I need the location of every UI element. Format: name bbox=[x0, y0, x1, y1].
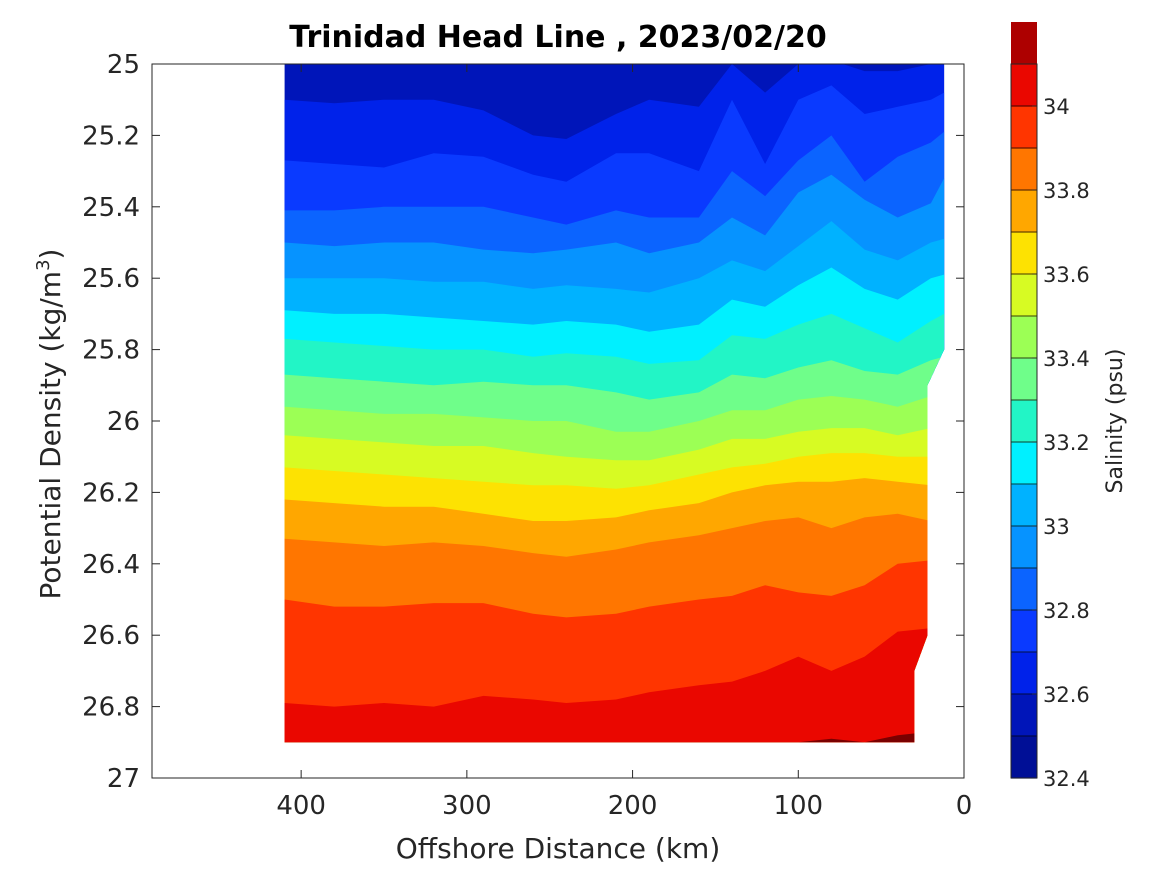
y-axis: 25 25.2 25.4 25.6 25.8 26 26.2 26.4 26.6 26.8 27 bbox=[82, 50, 964, 794]
colorbar-swatch bbox=[1011, 232, 1037, 275]
colorbar-title: Salinity (psu) bbox=[1103, 349, 1128, 494]
y-tick-label: 26.2 bbox=[82, 478, 140, 508]
colorbar-swatch bbox=[1011, 484, 1037, 527]
contour-bands bbox=[284, 64, 945, 743]
colorbar-tick-label: 32.4 bbox=[1043, 767, 1090, 791]
y-tick-label: 26.8 bbox=[82, 693, 140, 723]
colorbar-frame bbox=[1010, 63, 1038, 779]
colorbar-swatch bbox=[1011, 274, 1037, 317]
colorbar-swatch bbox=[1011, 190, 1037, 233]
y-axis-title-superscript: 3 bbox=[33, 259, 54, 270]
colorbar-tick-label: 33.4 bbox=[1043, 347, 1090, 371]
y-tick-label: 26 bbox=[107, 407, 140, 437]
colorbar-tick-label: 32.8 bbox=[1043, 599, 1090, 623]
colorbar-swatch bbox=[1011, 400, 1037, 443]
x-axis: 400 300 200 100 0 bbox=[276, 64, 972, 821]
colorbar-swatch bbox=[1011, 22, 1037, 65]
colorbar-swatch bbox=[1011, 358, 1037, 401]
y-tick-label: 26.6 bbox=[82, 621, 140, 651]
x-tick-label: 200 bbox=[608, 791, 658, 821]
colorbar-swatch bbox=[1011, 442, 1037, 485]
colorbar-swatch bbox=[1011, 568, 1037, 611]
y-tick-label: 25 bbox=[107, 50, 140, 80]
colorbar-swatch bbox=[1011, 526, 1037, 569]
y-axis-title: Potential Density (kg/m3) bbox=[33, 249, 67, 600]
colorbar-swatch bbox=[1011, 316, 1037, 359]
x-tick-label: 100 bbox=[773, 791, 823, 821]
colorbar-tick-label: 32.6 bbox=[1043, 683, 1090, 707]
y-tick-label: 25.2 bbox=[82, 121, 140, 151]
x-tick-label: 300 bbox=[442, 791, 492, 821]
colorbar-swatch bbox=[1011, 64, 1037, 107]
x-axis-title: Offshore Distance (km) bbox=[396, 832, 721, 865]
colorbar-tick-label: 33.2 bbox=[1043, 431, 1090, 455]
colorbar-tick-label: 33.8 bbox=[1043, 179, 1090, 203]
chart-title: Trinidad Head Line , 2023/02/20 bbox=[289, 20, 826, 55]
y-axis-title-main: Potential Density (kg/m bbox=[34, 271, 67, 600]
colorbar-swatch bbox=[1011, 736, 1037, 779]
contour-band bbox=[284, 624, 945, 743]
colorbar-tick-label: 34 bbox=[1043, 95, 1070, 119]
colorbar-swatch bbox=[1011, 610, 1037, 653]
y-tick-label: 26.4 bbox=[82, 550, 140, 580]
y-tick-label: 27 bbox=[107, 764, 140, 794]
colorbar-tick-label: 33 bbox=[1043, 515, 1070, 539]
x-tick-label: 400 bbox=[276, 791, 326, 821]
y-tick-label: 25.4 bbox=[82, 193, 140, 223]
y-axis-title-close: ) bbox=[34, 249, 67, 260]
colorbar-swatch bbox=[1011, 148, 1037, 191]
colorbar-tick-label: 33.6 bbox=[1043, 263, 1090, 287]
colorbar: 32.4 32.6 32.8 33 33.2 33.4 33.6 33.8 34 bbox=[1011, 22, 1090, 791]
colorbar-swatch bbox=[1011, 694, 1037, 737]
y-tick-label: 25.8 bbox=[82, 336, 140, 366]
y-tick-label: 25.6 bbox=[82, 264, 140, 294]
colorbar-swatch bbox=[1011, 106, 1037, 149]
colorbar-swatch bbox=[1011, 652, 1037, 695]
x-tick-label: 0 bbox=[956, 791, 973, 821]
